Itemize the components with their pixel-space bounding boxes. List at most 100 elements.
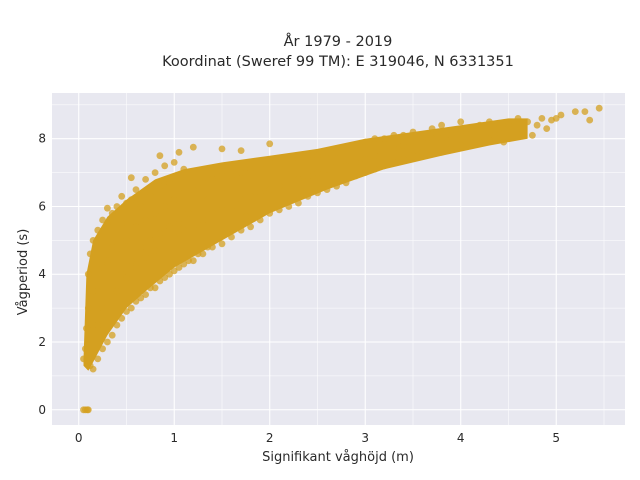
data-point	[189, 143, 197, 151]
data-point	[295, 155, 302, 163]
data-point	[352, 142, 360, 149]
data-point	[99, 304, 106, 312]
data-point	[175, 220, 183, 227]
data-point	[438, 148, 445, 156]
data-point	[132, 186, 140, 194]
data-point	[295, 199, 302, 207]
point-density-core	[83, 118, 528, 371]
data-point	[170, 233, 178, 241]
data-point	[419, 148, 426, 156]
data-point	[304, 152, 312, 160]
data-point	[204, 196, 212, 204]
data-point	[118, 220, 126, 227]
data-point	[86, 250, 94, 258]
data-point	[242, 213, 250, 221]
data-point	[314, 169, 321, 177]
data-point	[89, 365, 97, 373]
data-point	[237, 169, 245, 177]
data-point	[390, 145, 398, 153]
data-point	[170, 159, 178, 166]
data-point	[104, 338, 111, 346]
data-point	[438, 121, 445, 129]
data-point	[123, 308, 130, 315]
data-point	[151, 247, 159, 254]
data-point	[113, 250, 121, 258]
data-point	[304, 192, 312, 200]
data-point	[218, 172, 226, 180]
x-tick-label: 0	[75, 431, 83, 445]
data-point	[127, 304, 135, 312]
data-point	[514, 115, 522, 122]
data-point	[89, 321, 97, 329]
data-point	[457, 118, 465, 126]
data-point	[361, 138, 369, 146]
data-point	[161, 162, 169, 170]
data-point	[151, 209, 159, 217]
data-point	[99, 345, 106, 353]
data-point	[228, 233, 235, 241]
data-point	[476, 121, 484, 129]
data-point	[228, 203, 235, 210]
data-point	[571, 108, 579, 115]
data-point	[189, 186, 197, 194]
data-point	[161, 203, 169, 210]
data-point	[438, 135, 445, 143]
data-point	[137, 243, 145, 251]
data-point	[218, 240, 226, 248]
x-tick-label: 4	[457, 431, 465, 445]
data-point	[127, 174, 135, 182]
data-point	[127, 257, 135, 265]
data-point	[476, 138, 484, 146]
data-point	[180, 260, 188, 268]
data-point	[519, 128, 527, 136]
data-point	[333, 162, 340, 170]
data-point	[409, 152, 417, 160]
data-point	[323, 148, 331, 156]
data-point	[371, 165, 379, 173]
data-point	[509, 131, 517, 139]
data-point	[323, 165, 331, 173]
data-point	[428, 125, 436, 132]
data-point	[194, 206, 202, 214]
data-point	[113, 203, 121, 210]
data-point	[447, 145, 455, 153]
data-point	[132, 297, 140, 305]
data-point	[142, 291, 150, 298]
data-point	[218, 206, 226, 214]
data-point	[505, 121, 512, 129]
data-point	[256, 189, 264, 197]
data-point	[409, 128, 417, 136]
data-point	[104, 297, 111, 305]
data-point	[209, 243, 216, 251]
data-point	[94, 321, 102, 329]
data-point	[99, 264, 106, 271]
x-tick-label: 5	[552, 431, 560, 445]
data-point	[428, 135, 436, 143]
data-point	[199, 179, 207, 187]
data-point	[447, 131, 455, 139]
data-point	[266, 186, 274, 194]
x-tick-label: 3	[361, 431, 369, 445]
data-point	[247, 165, 255, 173]
data-point	[108, 284, 116, 292]
data-point	[209, 176, 216, 183]
data-point	[256, 162, 264, 170]
data-point	[223, 189, 231, 197]
y-axis-label: Vågperiod (s)	[16, 229, 31, 316]
data-point	[147, 192, 154, 200]
data-point	[275, 206, 283, 214]
data-point	[333, 182, 340, 190]
data-point	[581, 108, 589, 115]
data-point	[142, 216, 150, 224]
chart-subtitle: Koordinat (Sweref 99 TM): E 319046, N 63…	[162, 54, 514, 70]
data-point	[151, 169, 159, 177]
data-point	[223, 230, 231, 238]
data-point	[266, 209, 274, 217]
data-point	[132, 223, 140, 231]
data-point	[89, 287, 97, 295]
data-point	[170, 267, 178, 275]
y-tick-label: 4	[38, 267, 46, 281]
data-point	[142, 253, 150, 261]
data-point	[142, 176, 150, 183]
data-point	[82, 345, 89, 353]
